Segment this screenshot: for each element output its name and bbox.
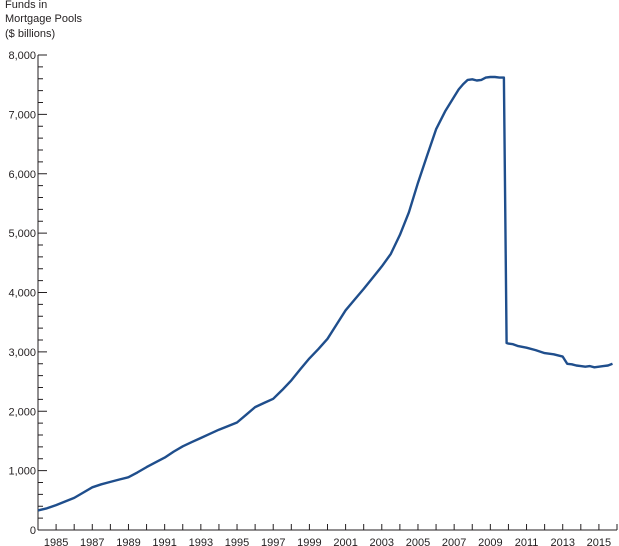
y-tick-label: 3,000 bbox=[8, 347, 36, 359]
x-tick-label: 1999 bbox=[297, 537, 321, 546]
y-axis-label-line-3: ($ billions) bbox=[5, 28, 56, 40]
y-axis-label-line-2: Mortgage Pools bbox=[5, 13, 83, 25]
x-tick-label: 2001 bbox=[333, 537, 357, 546]
x-tick-label: 2003 bbox=[370, 537, 394, 546]
x-tick-label: 1995 bbox=[225, 537, 249, 546]
y-tick-label: 0 bbox=[30, 525, 36, 537]
x-tick-label: 1991 bbox=[152, 537, 176, 546]
x-tick-label: 1989 bbox=[116, 537, 140, 546]
x-tick-label: 2009 bbox=[478, 537, 502, 546]
x-tick-label: 1997 bbox=[261, 537, 285, 546]
x-tick-label: 1985 bbox=[44, 537, 68, 546]
y-tick-label: 6,000 bbox=[8, 169, 36, 181]
x-tick-label: 2011 bbox=[515, 537, 539, 546]
x-tick-label: 2007 bbox=[442, 537, 466, 546]
funds-in-mortgage-pools-line bbox=[37, 75, 613, 512]
y-tick-label: 5,000 bbox=[8, 228, 36, 240]
y-tick-label: 8,000 bbox=[8, 50, 36, 62]
x-tick-label: 2015 bbox=[587, 537, 611, 546]
x-tick-label: 1993 bbox=[189, 537, 213, 546]
y-tick-label: 7,000 bbox=[8, 109, 36, 121]
y-tick-label: 4,000 bbox=[8, 288, 36, 300]
x-tick-label: 2013 bbox=[550, 537, 574, 546]
x-tick-label: 1987 bbox=[80, 537, 104, 546]
y-tick-label: 2,000 bbox=[8, 406, 36, 418]
y-tick-label: 1,000 bbox=[8, 466, 36, 478]
x-tick-label: 2005 bbox=[406, 537, 430, 546]
y-axis-label-line-1: Funds in bbox=[5, 0, 48, 11]
